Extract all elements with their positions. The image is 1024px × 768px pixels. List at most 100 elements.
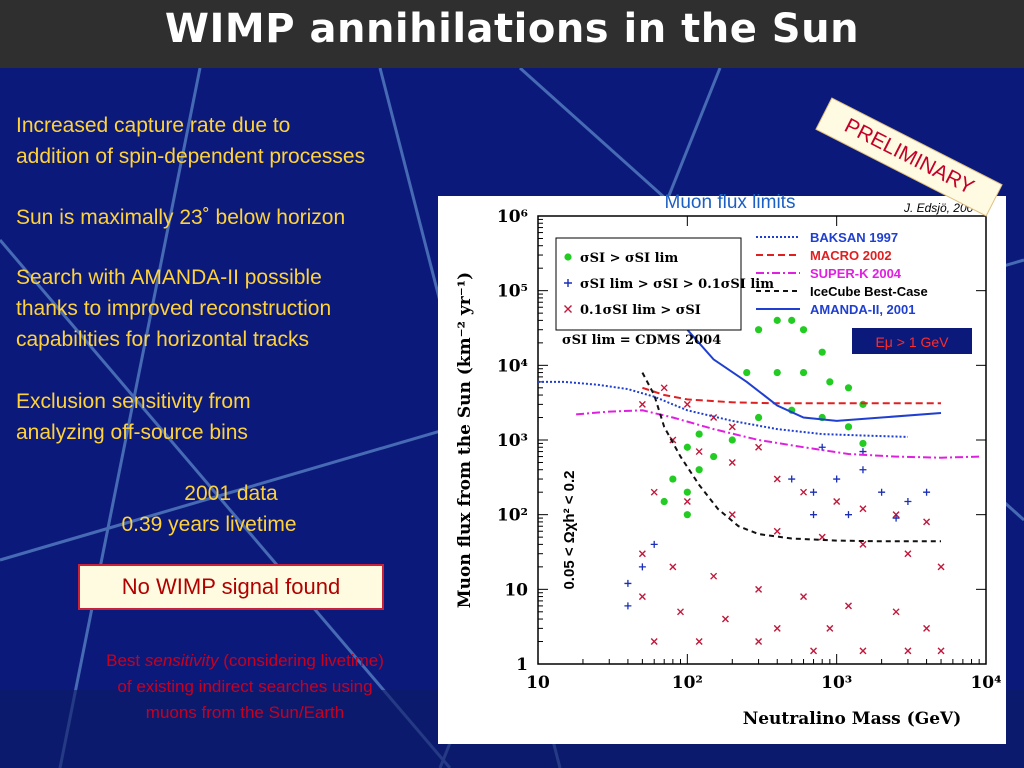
- model-point-cross: [859, 647, 867, 655]
- model-point-cross: [773, 475, 781, 483]
- model-point-plus: [788, 475, 796, 483]
- model-point-cross: [833, 498, 841, 506]
- model-point-cross: [755, 443, 763, 451]
- y-axis-label: Muon flux from the Sun (km⁻² yr⁻¹): [455, 272, 475, 608]
- model-point-cross: [695, 448, 703, 456]
- x-tick-label: 10³: [821, 673, 852, 693]
- model-point-circle: [710, 452, 718, 461]
- chart-credit: J. Edsjö, 2004: [903, 201, 980, 215]
- muon-flux-chart: 10 10² 10³ 10⁴11010²10³10⁴10⁵10⁶Neutralino …: [455, 201, 1002, 729]
- threshold-label: Eμ > 1 GeV: [875, 334, 949, 350]
- data-note-livetime: 0.39 years livetime: [121, 513, 297, 536]
- bullet-line: Search with AMANDA-II possible: [16, 266, 322, 289]
- model-point-cross: [638, 400, 646, 408]
- title-bar: [0, 0, 1024, 68]
- model-point-cross: [937, 647, 945, 655]
- x-tick-label: 10: [526, 673, 550, 693]
- limit-curve: [576, 409, 980, 459]
- model-point-cross: [683, 400, 691, 408]
- bullet-line: Exclusion sensitivity from: [16, 390, 251, 413]
- model-point-cross: [859, 540, 867, 548]
- model-point-cross: [826, 624, 834, 632]
- cdms-label: σSI lim = CDMS 2004: [562, 333, 721, 348]
- model-point-circle: [743, 368, 751, 377]
- legend-model-label: 0.1σSI lim > σSI: [580, 303, 701, 318]
- legend-limit-label: AMANDA-II, 2001: [810, 302, 915, 317]
- legend-limit-label: SUPER-K 2004: [810, 266, 902, 281]
- best-pre: Best: [106, 651, 145, 670]
- model-point-circle: [859, 400, 867, 408]
- bullet-line: capabilities for horizontal tracks: [16, 328, 309, 351]
- bullet-capture-rate: Increased capture rate due to addition o…: [16, 110, 365, 172]
- model-point-circle: [754, 413, 763, 422]
- bullet-sun-horizon: Sun is maximally 23˚ below horizon: [16, 202, 345, 233]
- model-point-cross: [638, 550, 646, 558]
- model-point-cross: [650, 488, 658, 496]
- no-signal-box: No WIMP signal found: [78, 564, 384, 610]
- limit-curve: [538, 380, 908, 438]
- model-point-circle: [818, 348, 826, 356]
- limit-curve: [642, 386, 941, 405]
- model-point-plus: [638, 563, 646, 571]
- model-point-circle: [773, 368, 781, 377]
- model-point-circle: [826, 378, 834, 386]
- legend-model-label: σSI lim > σSI > 0.1σSI lim: [580, 277, 774, 292]
- model-point-cross: [800, 488, 808, 496]
- legend-limit-label: BAKSAN 1997: [810, 230, 898, 245]
- relic-density-label: 0.05 < Ωχh² < 0.2: [561, 470, 578, 589]
- model-point-circle: [754, 326, 763, 334]
- model-point-cross: [844, 602, 852, 610]
- model-point-cross: [677, 608, 684, 616]
- legend-limit-label: IceCube Best-Case: [810, 284, 928, 299]
- model-point-circle: [695, 466, 703, 474]
- model-point-circle: [788, 316, 796, 324]
- limit-curve: [641, 372, 941, 543]
- bullet-line: thanks to improved reconstruction: [16, 297, 332, 320]
- model-point-circle: [859, 439, 867, 448]
- plot-panel: 10 10² 10³ 10⁴ 1 10 10² 10³ 10⁴ 10⁵ 10⁶ Neutralino …: [438, 196, 1006, 744]
- model-point-cross: [859, 505, 867, 513]
- y-tick-label: 10⁶: [497, 207, 528, 227]
- model-point-cross: [892, 608, 900, 616]
- model-point-plus: [904, 498, 912, 506]
- model-point-cross: [695, 638, 703, 646]
- model-point-plus: [650, 540, 658, 548]
- model-point-cross: [904, 647, 912, 655]
- y-tick-label: 1: [516, 655, 528, 675]
- model-point-cross: [683, 498, 691, 506]
- legend-model-label: σSI > σSI lim: [580, 251, 678, 266]
- model-point-plus: [810, 488, 818, 496]
- best-em: sensitivity: [144, 651, 219, 670]
- model-point-cross: [669, 563, 677, 571]
- model-legend-box: [555, 237, 742, 331]
- y-tick-label: 10²: [497, 506, 528, 526]
- bullet-amanda-search: Search with AMANDA-II possible thanks to…: [16, 262, 331, 355]
- model-point-circle: [660, 497, 668, 506]
- model-point-circle: [683, 443, 691, 451]
- data-note: 2001 data 0.39 years livetime: [16, 478, 446, 540]
- model-point-cross: [755, 585, 763, 593]
- model-point-cross: [923, 518, 931, 526]
- legend-marker-plus: [564, 279, 572, 287]
- model-point-circle: [773, 316, 781, 324]
- model-point-plus: [923, 488, 931, 496]
- model-point-cross: [755, 638, 763, 646]
- model-point-plus: [833, 475, 841, 483]
- model-point-cross: [728, 423, 736, 431]
- bullet-exclusion: Exclusion sensitivity from analyzing off…: [16, 386, 251, 448]
- bullet-line: analyzing off-source bins: [16, 421, 248, 444]
- y-tick-label: 10⁵: [497, 282, 528, 302]
- best-sensitivity-note: Best sensitivity (considering livetime) …: [40, 648, 450, 726]
- model-point-cross: [710, 572, 718, 580]
- y-tick-label: 10³: [497, 431, 528, 451]
- data-note-year: 2001 data: [184, 482, 278, 505]
- model-point-cross: [773, 527, 781, 535]
- model-point-circle: [728, 436, 736, 444]
- legend-marker-circle: [564, 253, 572, 261]
- bullet-line: Increased capture rate due to: [16, 114, 291, 137]
- model-point-plus: [624, 602, 632, 610]
- model-point-plus: [818, 443, 826, 451]
- model-point-cross: [728, 458, 736, 466]
- threshold-box: [852, 328, 972, 354]
- model-point-plus: [859, 466, 867, 474]
